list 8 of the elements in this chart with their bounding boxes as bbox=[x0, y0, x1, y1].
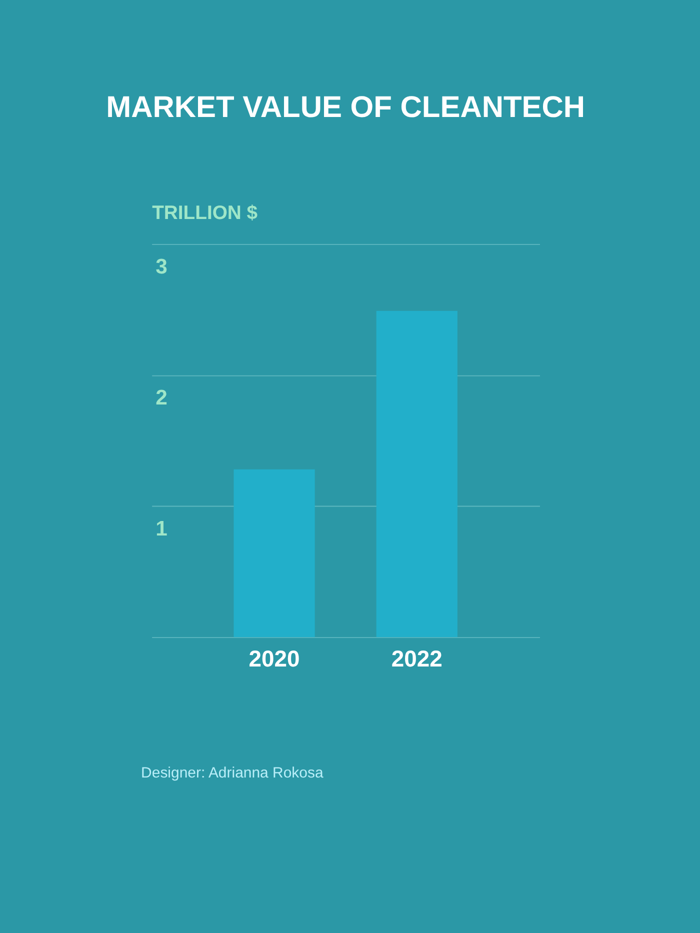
chart-title: MARKET VALUE OF CLEANTECH bbox=[106, 91, 586, 124]
text: Designer: Adrianna Rokosa bbox=[141, 764, 324, 782]
y-tick-label: 1 bbox=[156, 518, 168, 541]
x-tick-label: 2022 bbox=[391, 646, 442, 672]
y-tick-label: 3 bbox=[156, 256, 168, 279]
y-tick-label: 2 bbox=[156, 386, 168, 410]
y-axis-title: TRILLION $ bbox=[152, 202, 258, 224]
x-tick-label: 2020 bbox=[248, 646, 300, 672]
